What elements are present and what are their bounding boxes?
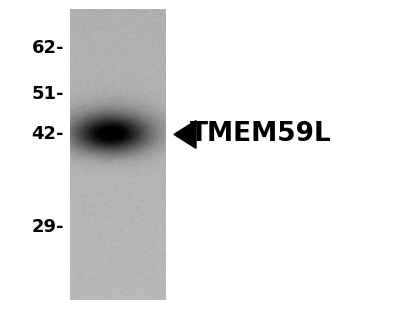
Text: TMEM59L: TMEM59L — [190, 121, 332, 147]
Text: 51-: 51- — [32, 85, 64, 103]
Text: 62-: 62- — [32, 39, 64, 57]
Text: 42-: 42- — [32, 125, 64, 143]
Text: 29-: 29- — [32, 218, 64, 236]
Polygon shape — [174, 121, 196, 148]
